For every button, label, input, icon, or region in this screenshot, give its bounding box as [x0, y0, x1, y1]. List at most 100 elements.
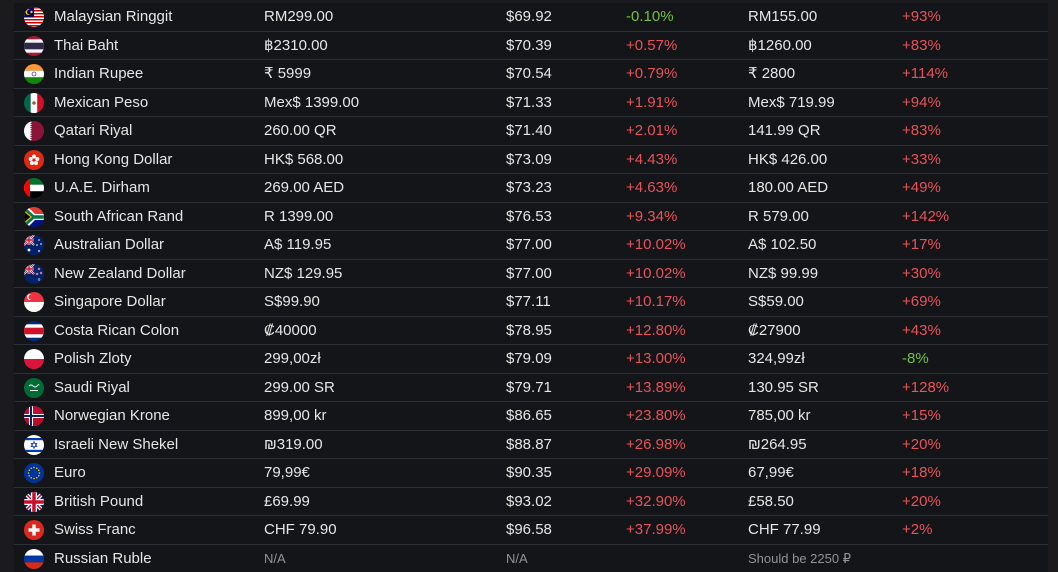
old-price: 180.00 AED [748, 174, 828, 202]
price-change: +20% [902, 488, 941, 516]
poland-flag-icon [24, 349, 44, 369]
old-price: 785,00 kr [748, 402, 811, 430]
old-price: ₪264.95 [748, 431, 807, 459]
currency-name: British Pound [54, 488, 143, 516]
currency-name: Australian Dollar [54, 231, 164, 259]
table-row[interactable]: Indian Rupee ₹ 5999 $70.54 +0.79% ₹ 2800… [14, 60, 1048, 89]
local-price: A$ 119.95 [264, 231, 331, 259]
usd-difference: +0.57% [626, 32, 677, 60]
table-row[interactable]: South African Rand R 1399.00 $76.53 +9.3… [14, 203, 1048, 232]
price-change: +69% [902, 288, 941, 316]
price-change: +94% [902, 89, 941, 117]
table-row[interactable]: Norwegian Krone 899,00 kr $86.65 +23.80%… [14, 402, 1048, 431]
usd-price: $71.33 [506, 89, 552, 117]
local-price: ฿2310.00 [264, 32, 328, 60]
currency-name: Thai Baht [54, 32, 118, 60]
price-change: +142% [902, 203, 949, 231]
local-price: ₹ 5999 [264, 60, 311, 88]
table-row[interactable]: Australian Dollar A$ 119.95 $77.00 +10.0… [14, 231, 1048, 260]
eu-flag-icon [24, 463, 44, 483]
table-row[interactable]: Qatari Riyal 260.00 QR $71.40 +2.01% 141… [14, 117, 1048, 146]
qatar-flag-icon [24, 121, 44, 141]
table-row[interactable]: Singapore Dollar S$99.90 $77.11 +10.17% … [14, 288, 1048, 317]
old-price: 141.99 QR [748, 117, 821, 145]
usd-price: $96.58 [506, 516, 552, 544]
usd-price: $73.23 [506, 174, 552, 202]
price-change: +83% [902, 32, 941, 60]
usd-price: $77.00 [506, 231, 552, 259]
old-price: CHF 77.99 [748, 516, 821, 544]
table-row[interactable]: Russian Ruble N/A N/A Should be 2250 ₽ [14, 545, 1048, 572]
south-africa-flag-icon [24, 207, 44, 227]
table-row[interactable]: Swiss Franc CHF 79.90 $96.58 +37.99% CHF… [14, 516, 1048, 545]
old-price: Mex$ 719.99 [748, 89, 835, 117]
old-price: 67,99€ [748, 459, 794, 487]
local-price: S$99.90 [264, 288, 320, 316]
saudi-arabia-flag-icon [24, 378, 44, 398]
currency-name: Saudi Riyal [54, 374, 130, 402]
usd-price: $90.35 [506, 459, 552, 487]
usd-difference: +2.01% [626, 117, 677, 145]
price-change: +83% [902, 117, 941, 145]
price-change: +43% [902, 317, 941, 345]
usd-price: $78.95 [506, 317, 552, 345]
usd-price: $70.54 [506, 60, 552, 88]
table-row[interactable]: U.A.E. Dirham 269.00 AED $73.23 +4.63% 1… [14, 174, 1048, 203]
usd-price: $77.00 [506, 260, 552, 288]
table-row[interactable]: British Pound £69.99 $93.02 +32.90% £58.… [14, 488, 1048, 517]
table-row[interactable]: Mexican Peso Mex$ 1399.00 $71.33 +1.91% … [14, 89, 1048, 118]
russia-flag-icon [24, 549, 44, 569]
price-table: Malaysian Ringgit RM299.00 $69.92 -0.10%… [14, 3, 1048, 572]
usd-difference: +10.17% [626, 288, 686, 316]
usd-difference: +13.00% [626, 345, 686, 373]
table-row[interactable]: Israeli New Shekel ₪319.00 $88.87 +26.98… [14, 431, 1048, 460]
usd-difference: +0.79% [626, 60, 677, 88]
currency-name: New Zealand Dollar [54, 260, 186, 288]
price-change: +49% [902, 174, 941, 202]
currency-name: Malaysian Ringgit [54, 3, 172, 31]
usd-price: $70.39 [506, 32, 552, 60]
currency-name: Indian Rupee [54, 60, 143, 88]
currency-name: South African Rand [54, 203, 183, 231]
currency-name: Singapore Dollar [54, 288, 166, 316]
price-change: +128% [902, 374, 949, 402]
usd-price: $77.11 [506, 288, 551, 316]
table-row[interactable]: Malaysian Ringgit RM299.00 $69.92 -0.10%… [14, 3, 1048, 32]
currency-name: Polish Zloty [54, 345, 132, 373]
currency-name: Euro [54, 459, 86, 487]
usd-price: $69.92 [506, 3, 552, 31]
usd-difference: +10.02% [626, 231, 686, 259]
price-change: +18% [902, 459, 941, 487]
local-price: CHF 79.90 [264, 516, 337, 544]
table-row[interactable]: Polish Zloty 299,00zł $79.09 +13.00% 324… [14, 345, 1048, 374]
old-price: ₹ 2800 [748, 60, 795, 88]
table-row[interactable]: Costa Rican Colon ₡40000 $78.95 +12.80% … [14, 317, 1048, 346]
usd-price: $86.65 [506, 402, 552, 430]
old-price: R 579.00 [748, 203, 809, 231]
table-row[interactable]: New Zealand Dollar NZ$ 129.95 $77.00 +10… [14, 260, 1048, 289]
usd-difference: +23.80% [626, 402, 686, 430]
old-price: Should be 2250 ₽ [748, 545, 851, 572]
usd-difference: +4.43% [626, 146, 677, 174]
price-change: +15% [902, 402, 941, 430]
currency-name: Qatari Riyal [54, 117, 132, 145]
usd-price: $71.40 [506, 117, 552, 145]
uae-flag-icon [24, 178, 44, 198]
usd-difference: +1.91% [626, 89, 677, 117]
table-row[interactable]: Euro 79,99€ $90.35 +29.09% 67,99€ +18% [14, 459, 1048, 488]
malaysia-flag-icon [24, 7, 44, 27]
local-price: Mex$ 1399.00 [264, 89, 359, 117]
switzerland-flag-icon [24, 520, 44, 540]
price-change: +93% [902, 3, 941, 31]
local-price: 899,00 kr [264, 402, 327, 430]
usd-difference: +13.89% [626, 374, 686, 402]
table-row[interactable]: Hong Kong Dollar HK$ 568.00 $73.09 +4.43… [14, 146, 1048, 175]
currency-name: Mexican Peso [54, 89, 148, 117]
usd-difference: +37.99% [626, 516, 686, 544]
currency-name: Costa Rican Colon [54, 317, 179, 345]
currency-name: Israeli New Shekel [54, 431, 178, 459]
table-row[interactable]: Saudi Riyal 299.00 SR $79.71 +13.89% 130… [14, 374, 1048, 403]
old-price: 130.95 SR [748, 374, 819, 402]
table-row[interactable]: Thai Baht ฿2310.00 $70.39 +0.57% ฿1260.0… [14, 32, 1048, 61]
old-price: 324,99zł [748, 345, 805, 373]
